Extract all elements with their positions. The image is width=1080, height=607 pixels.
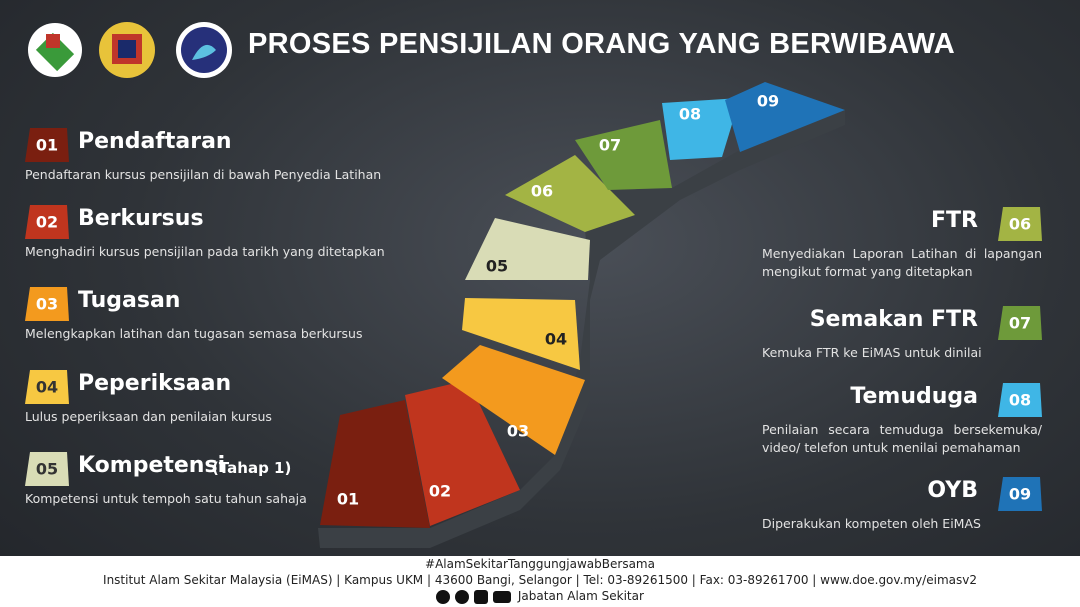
stair-number: 05 (486, 257, 508, 276)
social-icons (436, 589, 512, 604)
badge-number: 01 (36, 136, 58, 155)
step-title: Kompetensi (78, 453, 226, 478)
agency: Jabatan Alam Sekitar (517, 589, 644, 603)
badge-number: 07 (1009, 314, 1031, 333)
badge (998, 306, 1042, 340)
step-description: Menyediakan Laporan Latihan di lapangan … (762, 246, 1042, 279)
badge-number: 05 (36, 460, 58, 479)
step-title: OYB (927, 478, 978, 503)
step-title: Semakan FTR (809, 307, 978, 332)
stair (320, 400, 430, 528)
stair-number: 09 (757, 92, 779, 111)
stair (442, 345, 585, 455)
step-description: Penilaian secara temuduga bersekemuka/ v… (762, 422, 1042, 455)
badge-number: 02 (36, 213, 58, 232)
step-title: FTR (931, 208, 978, 233)
stair (465, 218, 590, 280)
stair-number: 08 (679, 105, 701, 124)
badge (25, 205, 69, 239)
stair-number: 01 (337, 490, 359, 509)
step-description: Melengkapkan latihan dan tugasan semasa … (25, 326, 363, 341)
badge (25, 128, 69, 162)
stair (505, 155, 635, 232)
badge-number: 08 (1009, 391, 1031, 410)
step-title: Temuduga (850, 384, 978, 409)
stair-number: 02 (429, 482, 451, 501)
stair (462, 298, 580, 370)
stair-number: 06 (531, 182, 553, 201)
title: PROSES PENSIJILAN ORANG YANG BERWIBAWA (248, 28, 955, 60)
logos (28, 22, 232, 78)
stair (405, 380, 520, 526)
footer: #AlamSekitarTanggungjawabBersama Institu… (0, 556, 1080, 607)
badge-number: 09 (1009, 485, 1031, 504)
step-title: Pendaftaran (78, 129, 232, 154)
step-description: Kompetensi untuk tempoh satu tahun sahaj… (25, 491, 307, 506)
badge (25, 370, 69, 404)
stair (725, 82, 845, 152)
badge (25, 287, 69, 321)
stair-number: 04 (545, 330, 567, 349)
badge (25, 452, 69, 486)
stair (662, 98, 740, 160)
address: Institut Alam Sekitar Malaysia (EiMAS) |… (103, 573, 977, 587)
step-description: Menghadiri kursus pensijilan pada tarikh… (25, 244, 385, 259)
badge (998, 207, 1042, 241)
badge-number: 06 (1009, 215, 1031, 234)
step-description: Diperakukan kompeten oleh EiMAS (762, 516, 981, 531)
step-title: Tugasan (78, 288, 181, 313)
step-description: Lulus peperiksaan dan penilaian kursus (25, 409, 272, 424)
badge (998, 383, 1042, 417)
hashtag: #AlamSekitarTanggungjawabBersama (425, 557, 655, 571)
step-description: Kemuka FTR ke EiMAS untuk dinilai (762, 345, 982, 360)
step-note: (Tahap 1) (212, 459, 292, 477)
stair (575, 120, 672, 190)
step-title: Peperiksaan (78, 371, 232, 396)
badge (998, 477, 1042, 511)
badge-number: 03 (36, 295, 58, 314)
stair-number: 03 (507, 422, 529, 441)
step-description: Pendaftaran kursus pensijilan di bawah P… (25, 167, 382, 182)
step-title: Berkursus (78, 206, 204, 231)
artwork: 01 02 03 04 05 06 07 08 09 01 02 03 04 05 06 07 08 09 (25, 22, 1042, 548)
stair-number: 07 (599, 136, 621, 155)
badge-number: 04 (36, 378, 58, 397)
